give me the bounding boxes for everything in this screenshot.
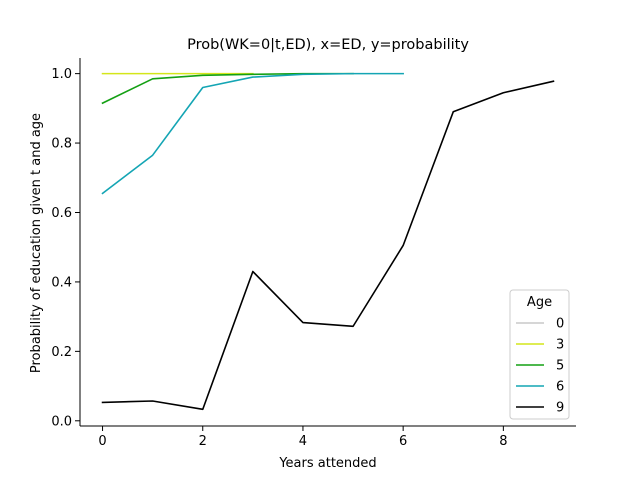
legend: Age 0 3 5 6 9: [509, 289, 570, 420]
legend-label-age-0: 0: [556, 317, 564, 332]
legend-label-age-6: 6: [556, 380, 564, 395]
series-line-age-9: [101, 80, 555, 411]
y-tick-label: 0.0: [51, 414, 72, 429]
x-tick-label: 4: [299, 434, 307, 449]
chart-title: Prob(WK=0|t,ED), x=ED, y=probability: [187, 37, 469, 53]
x-tick-label: 0: [98, 434, 106, 449]
legend-label-age-9: 9: [556, 401, 564, 416]
y-tick-label: 0.4: [51, 275, 72, 290]
legend-title: Age: [527, 295, 552, 310]
series-line-age-5: [101, 72, 354, 105]
series-line-age-6: [101, 72, 404, 195]
y-tick-label: 0.8: [51, 137, 72, 152]
y-tick-label: 1.0: [51, 67, 72, 82]
x-tick-label: 6: [399, 434, 407, 449]
y-tick-label: 0.6: [51, 206, 72, 221]
x-axis-label: Years attended: [278, 456, 376, 471]
x-tick-label: 8: [499, 434, 507, 449]
x-tick-label: 2: [199, 434, 207, 449]
y-axis-label: Probability of education given t and age: [29, 113, 44, 373]
legend-label-age-5: 5: [556, 359, 564, 374]
y-tick-label: 0.2: [51, 345, 72, 360]
legend-label-age-3: 3: [556, 338, 564, 353]
plot-area: 0 2 4 6 8 0.0 0.2 0.4 0.6 0.8 1.0: [51, 58, 576, 449]
